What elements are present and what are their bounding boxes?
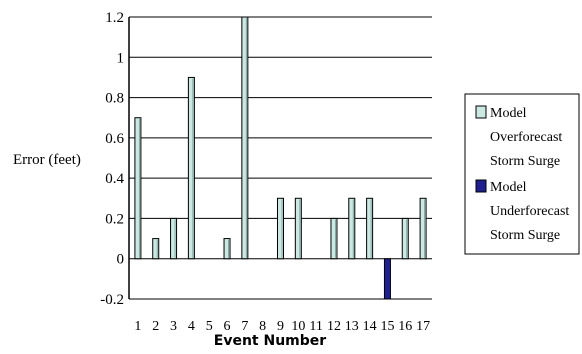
axes (128, 17, 432, 300)
y-tick-labels: 1.2 1 0.8 0.6 0.4 0.2 0 -0.2 (100, 10, 124, 308)
bar-event-3 (170, 217, 178, 260)
x-tick-label: 11 (309, 319, 322, 334)
bar-event-16 (401, 217, 409, 260)
x-tick-label: 9 (277, 319, 284, 334)
legend-label: Underforecast (490, 204, 569, 219)
bar-event-17 (419, 197, 427, 260)
x-tick-label: 14 (363, 319, 377, 334)
y-tick-label: 0.2 (105, 211, 124, 227)
y-tick-label: 0.4 (105, 171, 124, 187)
legend: Model Overforecast Storm Surge Model Underfo… (464, 93, 580, 255)
x-tick-label: 13 (345, 319, 359, 334)
y-tick-label: 0.8 (105, 91, 124, 107)
x-tick-label: 5 (206, 319, 213, 334)
bar-event-2 (152, 238, 160, 260)
bar-event-10 (294, 197, 302, 260)
x-tick-label: 8 (259, 319, 266, 334)
bar-event-1 (134, 117, 142, 260)
x-tick-label: 17 (416, 319, 430, 334)
y-tick-label: 0 (117, 252, 125, 268)
bars (134, 16, 427, 300)
x-tick-label: 10 (291, 319, 305, 334)
x-axis-label: Event Number (214, 333, 327, 349)
y-tick-label: 0.6 (105, 131, 124, 147)
legend-swatch (475, 105, 487, 119)
legend-label: Storm Surge (490, 154, 560, 169)
x-tick-label: 3 (170, 319, 177, 334)
bar-event-15 (383, 258, 391, 300)
bar-event-13 (348, 197, 356, 260)
y-tick-label: 1.2 (105, 10, 124, 26)
bar-event-6 (223, 238, 231, 260)
x-tick-label: 16 (398, 319, 412, 334)
bar-event-4 (187, 76, 195, 260)
x-tick-label: 4 (188, 319, 195, 334)
x-tick-labels: 1 2 3 4 5 6 7 8 9 10 11 12 13 14 15 16 17 (134, 319, 430, 334)
legend-box (464, 93, 580, 255)
y-tick-label: -0.2 (100, 292, 124, 308)
x-tick-label: 7 (241, 319, 248, 334)
y-axis-label: Error (feet) (13, 152, 81, 168)
legend-label: Model (490, 180, 527, 195)
x-tick-label: 15 (380, 319, 394, 334)
legend-label: Storm Surge (490, 228, 560, 243)
bar-event-7 (241, 16, 249, 260)
bar-event-14 (366, 197, 374, 260)
legend-label: Model (490, 106, 527, 121)
legend-swatch (475, 179, 487, 193)
bar-event-12 (330, 217, 338, 260)
x-tick-label: 6 (224, 319, 231, 334)
bar-event-9 (277, 197, 284, 260)
y-tick-label: 1 (117, 50, 125, 66)
legend-label: Overforecast (490, 130, 562, 145)
x-tick-label: 1 (134, 319, 141, 334)
x-tick-label: 2 (152, 319, 159, 334)
x-tick-label: 12 (327, 319, 341, 334)
